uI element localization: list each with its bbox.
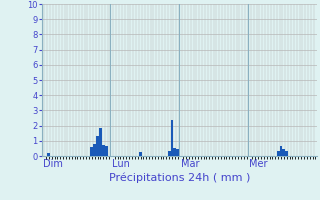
Bar bbox=[171, 120, 173, 156]
Bar bbox=[90, 147, 93, 156]
Bar bbox=[99, 128, 102, 156]
Bar bbox=[168, 151, 171, 156]
Bar bbox=[96, 136, 99, 156]
Bar bbox=[47, 153, 50, 156]
Bar bbox=[285, 151, 288, 156]
Bar bbox=[280, 146, 282, 156]
Bar bbox=[173, 148, 176, 156]
Bar bbox=[277, 151, 280, 156]
Bar bbox=[176, 149, 179, 156]
Bar bbox=[102, 145, 105, 156]
Bar bbox=[105, 146, 108, 156]
Bar bbox=[93, 144, 96, 156]
Bar bbox=[282, 149, 285, 156]
X-axis label: Précipitations 24h ( mm ): Précipitations 24h ( mm ) bbox=[108, 173, 250, 183]
Bar bbox=[139, 152, 142, 156]
